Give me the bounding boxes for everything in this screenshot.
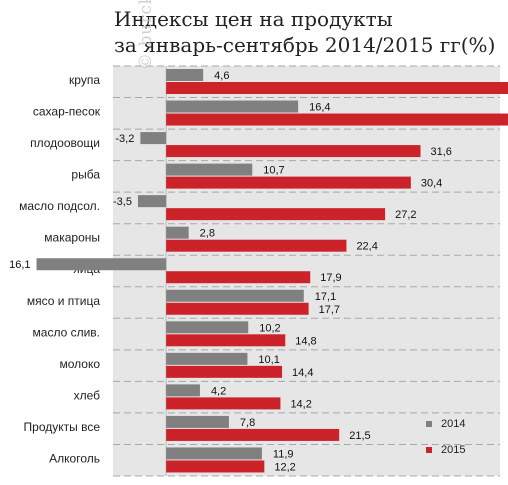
- bar-2014: [166, 415, 229, 428]
- bar-2015: [166, 302, 309, 315]
- data-label-2014: 10,1: [258, 354, 279, 366]
- data-label-2014: 17,1: [315, 291, 336, 303]
- bar-2015: [166, 82, 508, 94]
- data-label-2014: 16,1: [9, 259, 30, 271]
- bar-2015: [166, 334, 286, 347]
- bar-2014: [166, 69, 204, 81]
- data-label-2015: 14,4: [292, 367, 313, 379]
- category-label: рыба: [71, 168, 100, 182]
- chart-title: Индексы цен на продукты за январь-сентяб…: [114, 6, 504, 58]
- bar-2014: [166, 163, 253, 176]
- data-label-2015: 31,6: [431, 146, 452, 158]
- category-label: мясо и птица: [27, 294, 100, 308]
- category-label: крупа: [69, 73, 100, 87]
- bar-2014: [36, 258, 167, 271]
- category-label: молоко: [59, 357, 100, 371]
- data-label-2014: 10,7: [263, 165, 284, 177]
- category-label: Алкоголь: [49, 451, 100, 465]
- legend-label-2015: 2015: [441, 444, 465, 456]
- data-label-2014: 10,2: [259, 322, 280, 334]
- data-label-2014: 4,6: [214, 70, 229, 82]
- data-label-2015: 21,5: [349, 430, 370, 442]
- bar-2014: [166, 289, 304, 302]
- data-label-2014: 2,8: [200, 228, 215, 240]
- bar-2015: [166, 176, 411, 189]
- legend-swatch-2015: [426, 447, 432, 453]
- data-label-2015: 14,8: [295, 335, 316, 347]
- data-label-2014: -3,5: [113, 196, 132, 208]
- bar-2015: [166, 397, 281, 410]
- category-label: сахар-песок: [33, 105, 101, 119]
- data-label-2015: 27,2: [395, 209, 416, 221]
- data-label-2014: 4,2: [211, 385, 226, 397]
- bar-2014: [166, 321, 249, 334]
- category-label: масло слив.: [33, 325, 100, 339]
- chart-title-line-2: за январь-сентябрь 2014/2015 гг(%): [114, 33, 496, 57]
- watermark-text: © burckina-faso.livejournal.com: [136, 0, 156, 70]
- data-label-2014: 7,8: [240, 417, 255, 429]
- bar-2014: [140, 132, 167, 145]
- bar-2015: [166, 208, 386, 221]
- bar-2015: [166, 271, 311, 284]
- legend-label-2014: 2014: [441, 418, 465, 430]
- category-label: Продукты все: [24, 420, 101, 434]
- bar-2014: [166, 384, 200, 397]
- bar-2014: [137, 195, 167, 208]
- data-label-2015: 22,4: [356, 241, 377, 253]
- data-label-2014: 11,9: [273, 448, 294, 460]
- category-label: макароны: [44, 231, 100, 245]
- data-label-2014: 16,4: [309, 102, 330, 114]
- data-label-2015: 12,2: [274, 461, 295, 473]
- bar-2014: [166, 100, 299, 113]
- bar-2014: [166, 352, 248, 365]
- data-label-2015: 17,7: [319, 304, 340, 316]
- bar-2015: [166, 113, 508, 126]
- category-label: масло подсол.: [19, 199, 100, 213]
- bar-2015: [166, 365, 283, 378]
- bar-2014: [166, 226, 189, 239]
- bar-2015: [166, 460, 265, 473]
- data-label-2015: 14,2: [290, 398, 311, 410]
- legend-swatch-2014: [426, 421, 432, 427]
- category-label: хлеб: [74, 388, 101, 402]
- category-label: плодоовощи: [30, 136, 100, 150]
- data-label-2014: -3,2: [115, 133, 134, 145]
- bar-2015: [166, 145, 421, 158]
- bar-2015: [166, 239, 347, 252]
- chart-title-line-1: Индексы цен на продукты: [114, 7, 393, 31]
- bar-2014: [166, 447, 262, 460]
- data-label-2015: 30,4: [421, 178, 442, 190]
- bar-2015: [166, 428, 340, 441]
- data-label-2015: 17,9: [320, 272, 341, 284]
- plot-area: [113, 66, 500, 476]
